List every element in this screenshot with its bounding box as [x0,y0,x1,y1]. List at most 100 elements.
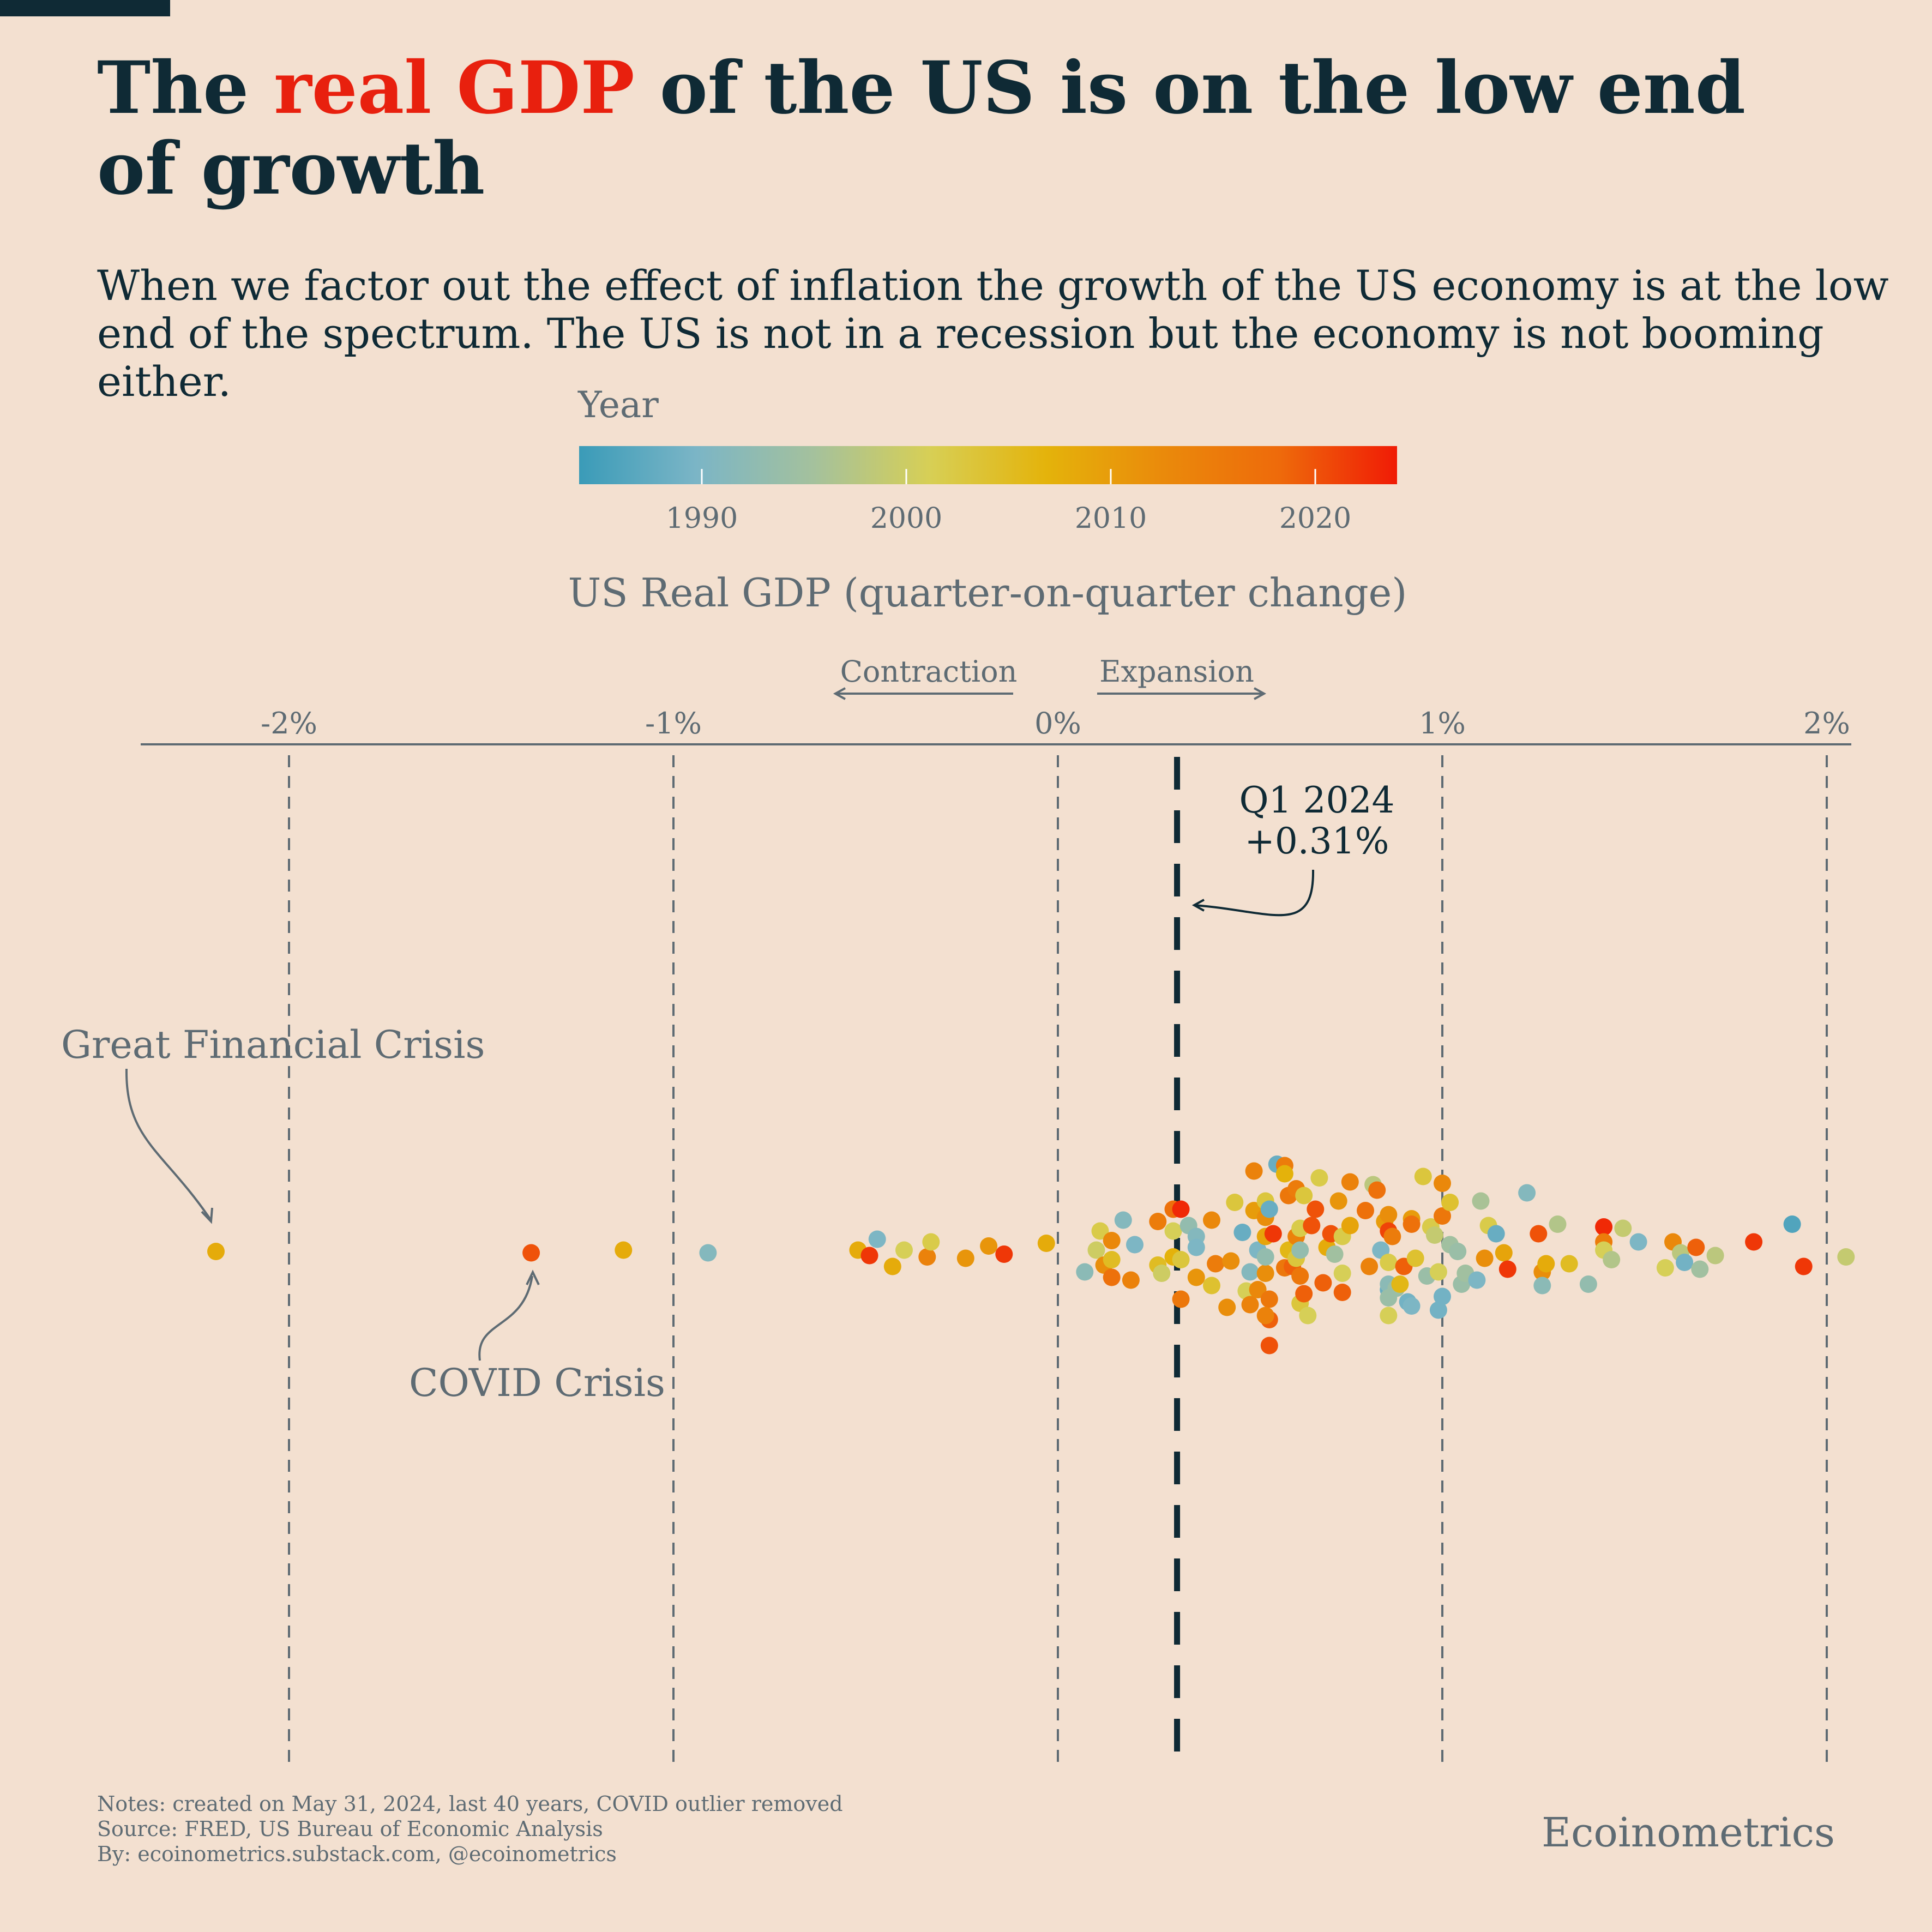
gdp-quarter-point [1326,1245,1344,1263]
gdp-quarter-point [1560,1255,1578,1273]
reference-label-period: Q1 2024 [1239,779,1394,821]
gdp-quarter-point [1383,1227,1401,1245]
x-tick-label: 2% [1803,706,1850,741]
gdp-quarter-point [1429,1301,1447,1319]
gdp-quarter-point [1103,1251,1121,1268]
gdp-quarter-point [1295,1187,1313,1205]
gdp-quarter-point [1076,1263,1094,1281]
gdp-quarter-point [1303,1217,1321,1235]
gdp-quarter-point [1429,1263,1447,1281]
gdp-quarter-point [1687,1238,1705,1256]
x-tick-label: -2% [261,706,317,741]
annotation-great-financial-crisis: Great Financial Crisis [61,1022,485,1067]
gdp-quarter-point [1745,1233,1763,1251]
gdp-quarter-point [1241,1263,1259,1281]
expansion-arrow [1097,687,1267,700]
gdp-quarter-point [1837,1248,1855,1266]
data-points [207,1155,1855,1355]
gdp-quarter-point [980,1237,998,1255]
gdp-quarter-point [1172,1251,1190,1268]
gdp-quarter-point [1187,1238,1205,1256]
gdp-quarter-point [1498,1260,1516,1278]
gdp-quarter-point [1476,1249,1494,1267]
footer-byline: By: ecoinometrics.substack.com, @ecoinom… [97,1842,617,1866]
gdp-quarter-point [1291,1241,1309,1259]
gdp-quarter-point [1434,1175,1451,1192]
gdp-quarter-point [1310,1169,1328,1187]
x-tick-label: 0% [1034,706,1081,741]
gdp-quarter-point [699,1244,717,1262]
legend-tick-label: 2010 [1075,502,1147,535]
gdp-quarter-point [868,1230,886,1248]
gdp-quarter-point [1291,1267,1309,1285]
gdp-quarter-point [1275,1165,1293,1183]
gdp-quarter-point [207,1243,225,1260]
gdp-quarter-point [615,1241,633,1259]
title-accent: real GDP [274,46,635,130]
gdp-quarter-point [995,1245,1013,1263]
gdp-quarter-point [1260,1290,1278,1308]
gdp-quarter-point [1103,1268,1121,1286]
gridlines [288,755,1828,1764]
annotation-gfc-arrow [125,1068,213,1224]
gdp-quarter-point [1260,1337,1278,1355]
gdp-quarter-point [1149,1213,1167,1230]
gdp-quarter-point [1164,1222,1182,1240]
gdp-quarter-point [922,1233,940,1251]
gdp-quarter-point [1203,1277,1220,1295]
gdp-quarter-point [1314,1274,1332,1292]
gdp-quarter-point [1783,1215,1801,1233]
gdp-quarter-point [1241,1296,1259,1314]
expansion-label: Expansion [1099,654,1254,689]
gdp-quarter-point [1103,1232,1121,1249]
gdp-quarter-point [1676,1254,1694,1271]
gdp-quarter-point [883,1257,901,1275]
gdp-quarter-point [1207,1255,1225,1273]
legend-colorbar [579,446,1397,484]
gdp-quarter-point [1256,1307,1274,1325]
gdp-quarter-point [1260,1200,1278,1218]
gdp-quarter-point [1264,1225,1282,1243]
gdp-quarter-point [1434,1287,1451,1305]
gdp-quarter-point [1187,1268,1205,1286]
gdp-quarter-point [1380,1206,1398,1224]
gdp-quarter-point [1256,1265,1274,1282]
gdp-quarter-point [1218,1298,1236,1316]
title-pre: The [97,46,274,130]
gdp-quarter-point [1361,1257,1379,1275]
gdp-quarter-point [1706,1247,1724,1265]
gdp-quarter-point [1487,1225,1505,1243]
gdp-quarter-point [1530,1225,1548,1243]
gdp-quarter-point [1472,1192,1490,1210]
annotation-covid-crisis: COVID Crisis [409,1361,665,1405]
gdp-quarter-point [1333,1284,1351,1301]
annotation-covid-arrow [478,1269,540,1361]
gdp-quarter-point [1406,1249,1424,1267]
gdp-quarter-point [1656,1259,1674,1277]
gdp-quarter-point [1299,1307,1317,1325]
gdp-quarter-point [1533,1277,1551,1295]
gdp-quarter-point [1595,1218,1613,1236]
gdp-quarter-point [1037,1235,1055,1252]
year-legend: Year 1990 2000 2010 2020 [577,384,1397,535]
legend-tick-label: 1990 [666,502,738,535]
gdp-quarter-point [1403,1215,1421,1233]
gdp-quarter-point [1245,1162,1263,1180]
gdp-quarter-point [1249,1281,1267,1298]
legend-ticks: 1990 2000 2010 2020 [666,469,1351,535]
gdp-quarter-point [1391,1275,1409,1293]
brand-logo-text: Ecoinometrics [1541,1809,1835,1856]
gdp-quarter-point [1114,1211,1132,1229]
x-axis-ticks: -2% -1% 0% 1% 2% [261,706,1850,741]
gdp-quarter-point [1414,1167,1432,1185]
legend-tick-label: 2020 [1279,502,1351,535]
gdp-quarter-point [1425,1226,1443,1244]
gdp-quarter-point [1341,1217,1359,1235]
reference-arrow [1191,869,1315,917]
title-post: of the US is on the low end of growth [97,46,1746,211]
gdp-quarter-point [1449,1243,1467,1260]
gdp-quarter-point [918,1248,936,1266]
gdp-quarter-point [1795,1257,1813,1275]
gdp-quarter-point [1329,1192,1347,1210]
gdp-quarter-point [1691,1260,1709,1278]
